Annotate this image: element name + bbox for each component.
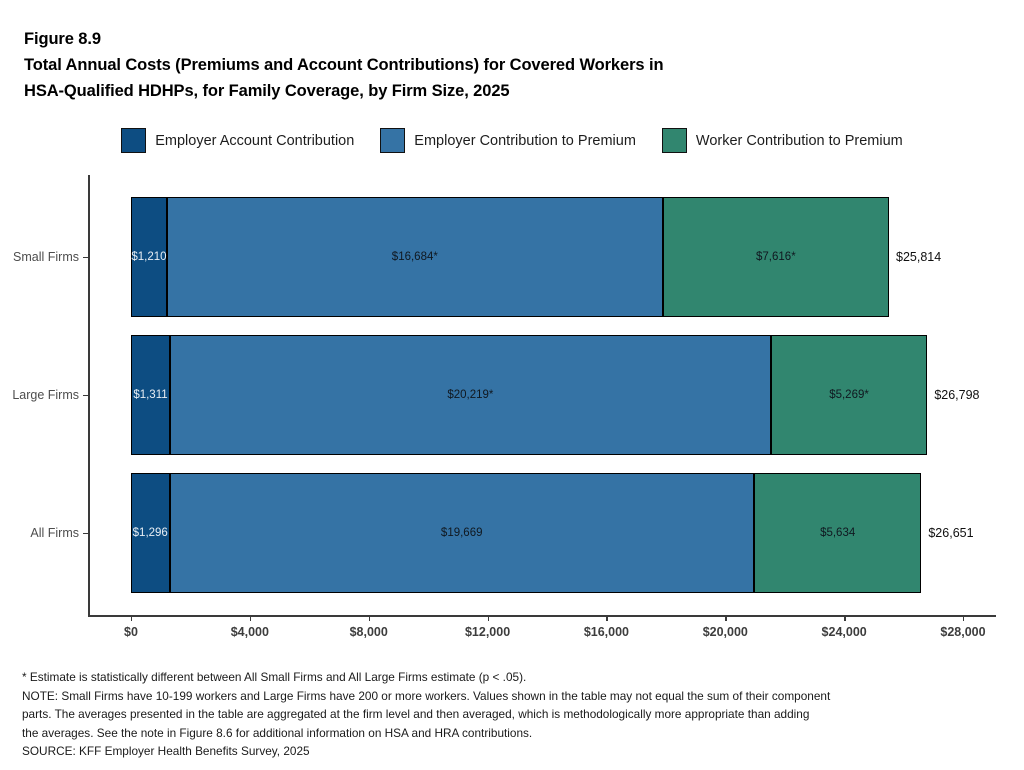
y-axis-tick-mark <box>83 257 88 259</box>
legend-label: Worker Contribution to Premium <box>695 132 903 149</box>
footnote-significance: * Estimate is statistically different be… <box>22 670 527 684</box>
legend-item-0[interactable]: Employer Account Contribution <box>121 128 354 153</box>
x-axis-tick-mark <box>368 615 371 621</box>
bar-segment-value-label: $1,311 <box>133 389 168 401</box>
figure-title-block: Figure 8.9 Total Annual Costs (Premiums … <box>24 26 984 104</box>
x-axis-tick-mark <box>131 615 133 621</box>
bar-segment-value-label: $1,210 <box>131 251 167 263</box>
bar-total-label: $25,814 <box>896 250 942 264</box>
y-axis-category-label: All Firms <box>30 526 79 540</box>
x-axis-tick-mark <box>963 615 965 621</box>
figure-number: Figure 8.9 <box>24 30 101 48</box>
bar-segment[interactable]: $5,269* <box>770 335 928 455</box>
footnote-note-line-3: the averages. See the note in Figure 8.6… <box>22 725 533 740</box>
y-axis-tick-mark <box>83 395 88 397</box>
x-axis-tick-mark <box>487 615 489 621</box>
x-axis-tick-label: $4,000 <box>230 625 269 639</box>
bar-segment[interactable]: $1,311 <box>131 335 170 455</box>
footnote-note-line-1: NOTE: Small Firms have 10-199 workers an… <box>22 688 831 703</box>
bar-segment[interactable]: $7,616* <box>662 197 889 317</box>
legend-swatch-icon <box>121 128 147 153</box>
legend-label: Employer Account Contribution <box>155 132 355 149</box>
bar-segment-value-label: $5,634 <box>820 527 856 539</box>
x-axis-tick-label: $28,000 <box>940 625 986 639</box>
chart-plot-area: $0 $4,000 $8,000 $12,000 $16,000 $20,000 $24,0… <box>12 175 996 639</box>
x-axis-tick-mark <box>249 615 252 621</box>
bar-segment-value-label: $7,616* <box>756 251 796 263</box>
bar-row: $1,296 $19,669 $5,634 $26,651 <box>88 473 996 593</box>
legend-item-1[interactable]: Employer Contribution to Premium <box>380 128 636 153</box>
legend-swatch-icon <box>661 128 687 153</box>
bar-segment[interactable]: $19,669 <box>169 473 754 593</box>
legend-label: Employer Contribution to Premium <box>414 132 636 149</box>
x-axis-tick-mark <box>844 615 846 621</box>
chart-legend: Employer Account Contribution Employer Co… <box>0 128 1024 153</box>
y-axis-category-label: Large Firms <box>12 388 79 402</box>
legend-swatch-icon <box>380 128 406 153</box>
figure-title-line-2: HSA-Qualified HDHPs, for Family Coverage… <box>24 82 510 100</box>
bar-segment[interactable]: $5,634 <box>753 473 922 593</box>
bar-total-label: $26,651 <box>928 526 974 540</box>
x-axis-tick-label: $0 <box>124 625 138 639</box>
bar-segment[interactable]: $20,219* <box>169 335 771 455</box>
footnote-note-line-2: parts. The averages presented in the tab… <box>22 707 810 722</box>
bar-segment-value-label: $16,684* <box>391 251 438 263</box>
bar-segment-value-label: $19,669 <box>440 527 483 539</box>
bar-segment[interactable]: $16,684* <box>166 197 663 317</box>
footnote-source: SOURCE: KFF Employer Health Benefits Sur… <box>22 744 310 759</box>
x-axis-tick-label: $24,000 <box>821 625 867 639</box>
x-axis-tick-mark <box>606 615 608 621</box>
bar-segment-value-label: $1,296 <box>132 527 168 539</box>
x-axis-tick-label: $16,000 <box>583 625 630 639</box>
figure-footnotes: * Estimate is statistically different be… <box>22 668 1007 761</box>
y-axis-line <box>88 175 90 615</box>
bar-segment-value-label: $5,269* <box>829 389 869 401</box>
x-axis-tick-label: $12,000 <box>464 625 511 639</box>
x-axis-tick-mark <box>725 615 727 621</box>
x-axis-tick-label: $8,000 <box>349 625 388 639</box>
bar-row: $1,311 $20,219* $5,269* $26,798 <box>88 335 996 455</box>
bar-segment[interactable]: $1,296 <box>131 473 170 593</box>
bar-segment[interactable]: $1,210 <box>131 197 167 317</box>
figure-title-line-1: Total Annual Costs (Premiums and Account… <box>24 56 664 74</box>
y-axis-tick-mark <box>83 533 88 535</box>
legend-item-2[interactable]: Worker Contribution to Premium <box>661 128 903 153</box>
bar-total-label: $26,798 <box>934 388 980 402</box>
x-axis-tick-label: $20,000 <box>702 625 748 639</box>
y-axis-category-label: Small Firms <box>13 250 79 264</box>
x-axis-line <box>88 615 996 617</box>
bar-segment-value-label: $20,219* <box>447 389 494 401</box>
bar-row: $1,210 $16,684* $7,616* $25,814 <box>88 197 996 317</box>
